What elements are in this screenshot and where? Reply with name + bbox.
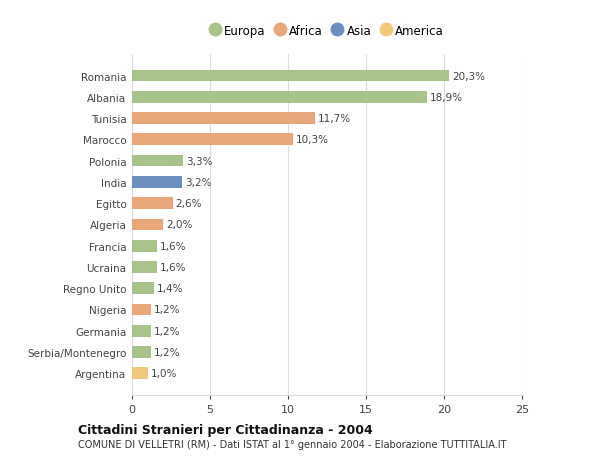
Text: 1,4%: 1,4% [157, 284, 184, 294]
Bar [132, 71, 449, 82]
Text: 18,9%: 18,9% [430, 93, 463, 102]
Legend: Europa, Africa, Asia, America: Europa, Africa, Asia, America [205, 20, 449, 43]
Bar [132, 156, 184, 167]
Bar [132, 198, 173, 209]
Text: Cittadini Stranieri per Cittadinanza - 2004: Cittadini Stranieri per Cittadinanza - 2… [78, 423, 373, 436]
Bar [132, 347, 151, 358]
Text: 1,2%: 1,2% [154, 326, 181, 336]
Text: 1,6%: 1,6% [160, 263, 187, 272]
Text: 20,3%: 20,3% [452, 71, 485, 81]
Text: COMUNE DI VELLETRI (RM) - Dati ISTAT al 1° gennaio 2004 - Elaborazione TUTTITALI: COMUNE DI VELLETRI (RM) - Dati ISTAT al … [78, 439, 506, 448]
Text: 3,3%: 3,3% [187, 156, 213, 166]
Text: 1,6%: 1,6% [160, 241, 187, 251]
Text: 1,2%: 1,2% [154, 305, 181, 315]
Bar [132, 304, 151, 316]
Text: 2,0%: 2,0% [166, 220, 193, 230]
Text: 11,7%: 11,7% [317, 114, 351, 124]
Bar [132, 113, 314, 125]
Bar [132, 134, 293, 146]
Text: 1,0%: 1,0% [151, 369, 177, 379]
Bar [132, 92, 427, 103]
Bar [132, 325, 151, 337]
Bar [132, 241, 157, 252]
Bar [132, 262, 157, 273]
Bar [132, 177, 182, 188]
Text: 10,3%: 10,3% [296, 135, 329, 145]
Text: 3,2%: 3,2% [185, 178, 212, 187]
Bar [132, 283, 154, 294]
Bar [132, 368, 148, 379]
Text: 2,6%: 2,6% [176, 199, 202, 209]
Text: 1,2%: 1,2% [154, 347, 181, 357]
Bar [132, 219, 163, 231]
